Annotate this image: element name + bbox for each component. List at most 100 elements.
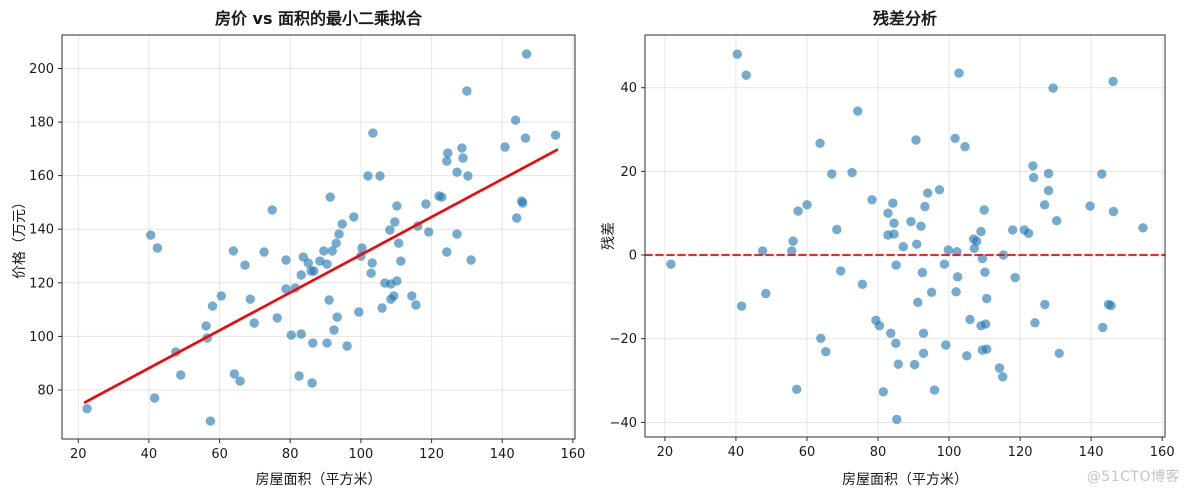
residual-chart-plot-area: 20 40 60 80 100 120 140 160 −40 −20 0 20 40 [610, 34, 1175, 460]
data-point [939, 259, 950, 269]
data-point [201, 321, 211, 331]
data-point [1098, 322, 1108, 333]
data-point [952, 272, 963, 282]
data-point [1108, 76, 1118, 87]
data-point [893, 359, 903, 369]
data-point [832, 224, 842, 235]
data-point [510, 115, 521, 125]
data-point [923, 188, 933, 198]
x-tick-label: 80 [870, 445, 887, 460]
data-point [1043, 168, 1054, 179]
y-tick-label: 40 [620, 81, 637, 96]
data-point [377, 303, 387, 313]
data-point [883, 208, 893, 218]
data-point [332, 312, 342, 322]
y-tick-label: −40 [610, 416, 637, 431]
data-point [788, 236, 798, 246]
data-point [442, 156, 452, 166]
data-point [912, 239, 922, 249]
data-point [757, 246, 768, 256]
data-point [307, 378, 317, 388]
data-point [272, 313, 282, 323]
data-point [442, 247, 452, 257]
data-point [736, 301, 747, 311]
data-point [521, 49, 532, 59]
data-point [1039, 200, 1050, 210]
x-tick-label: 100 [937, 445, 962, 460]
data-point [732, 49, 742, 59]
data-point [407, 291, 417, 301]
data-point [666, 259, 676, 269]
data-point [385, 225, 395, 235]
axes-frame [61, 34, 576, 440]
data-point [207, 301, 218, 311]
data-point [918, 348, 929, 358]
data-point [443, 148, 453, 158]
data-point [1028, 172, 1039, 183]
data-point [437, 192, 447, 202]
data-point [319, 246, 329, 256]
data-point [916, 221, 926, 231]
data-point [327, 246, 337, 256]
y-tick-label: −20 [610, 332, 637, 347]
data-point [281, 284, 291, 294]
residual-chart-panel: 20 40 60 80 100 120 140 160 −40 −20 0 20 40 残差分析 房屋面… [592, 0, 1184, 493]
data-point [1108, 206, 1119, 217]
data-point [802, 200, 812, 210]
data-point [375, 171, 385, 181]
data-point [1028, 161, 1038, 171]
data-point [889, 229, 899, 239]
data-point [998, 372, 1008, 382]
data-point [920, 201, 930, 212]
data-point [392, 276, 402, 286]
y-tick-label: 20 [620, 165, 637, 180]
data-point [152, 243, 163, 253]
x-tick-label: 160 [1150, 445, 1175, 460]
data-point [367, 258, 377, 268]
data-point [322, 338, 332, 348]
x-tick-label: 40 [728, 445, 745, 460]
data-point [229, 369, 240, 379]
data-point [303, 258, 313, 268]
data-point [424, 227, 434, 237]
data-point [421, 199, 431, 209]
data-point [518, 198, 528, 208]
x-tick-label: 20 [70, 447, 87, 462]
data-point [954, 68, 964, 78]
data-point [315, 256, 325, 266]
data-point [1085, 201, 1095, 211]
data-point [394, 238, 404, 248]
data-point [396, 256, 406, 266]
data-point [512, 213, 522, 223]
y-tick-label: 140 [29, 223, 54, 238]
data-point [761, 288, 771, 299]
data-point [1023, 228, 1034, 238]
data-point [337, 219, 347, 229]
data-point [886, 328, 896, 338]
data-point [466, 255, 476, 265]
data-point [982, 344, 992, 354]
data-point [1052, 216, 1062, 226]
data-point [368, 128, 378, 138]
data-point [286, 330, 296, 340]
x-tick-label: 80 [282, 447, 299, 462]
data-point [926, 287, 937, 297]
data-point [918, 328, 929, 338]
data-point [906, 216, 916, 227]
data-point [787, 246, 797, 256]
residual-chart-title: 残差分析 [872, 9, 937, 28]
x-tick-label: 120 [1008, 445, 1033, 460]
data-point [836, 266, 846, 276]
data-point [917, 267, 928, 278]
data-point [977, 253, 988, 264]
y-tick-label: 160 [29, 169, 54, 184]
y-tick-label: 0 [629, 249, 637, 264]
data-point [911, 135, 921, 145]
data-point [357, 243, 367, 253]
data-point [878, 387, 888, 397]
data-point [309, 266, 319, 276]
data-point [146, 230, 156, 240]
data-point [950, 133, 960, 143]
data-point [827, 169, 837, 179]
